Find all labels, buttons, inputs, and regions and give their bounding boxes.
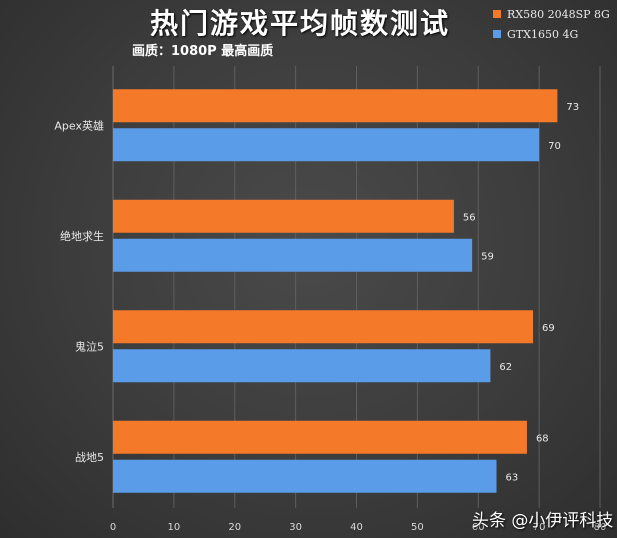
bar-s1-2 [113,310,534,344]
bar-s1-1 [113,199,454,233]
category-label-0: Apex英雄 [54,118,104,132]
x-tick-label-30: 30 [289,522,302,533]
bar-s2-2 [113,349,491,383]
legend-label-series-1: RX580 2048SP 8G [507,7,610,21]
bar-s1-3 [113,420,527,454]
legend-swatch-series-2 [493,30,501,38]
legend-item-series-1: RX580 2048SP 8G [493,4,610,24]
data-label-s2-0: 70 [548,141,561,152]
category-label-2: 鬼泣5 [75,339,104,353]
data-label-s1-2: 69 [542,323,555,334]
x-tick-label-40: 40 [350,522,363,533]
category-label-1: 绝地求生 [60,229,104,243]
category-label-3: 战地5 [75,451,104,464]
data-label-s2-2: 62 [499,362,512,373]
x-tick-label-10: 10 [168,522,181,533]
bar-s2-1 [113,238,473,272]
watermark: 头条 @小伊评科技 [472,511,614,531]
x-tick-label-80: 80 [594,522,607,533]
data-label-s1-1: 56 [463,212,476,223]
data-label-s2-3: 63 [506,472,519,483]
bar-s1-0 [113,89,558,123]
legend-swatch-series-1 [493,10,501,18]
x-tick-label-60: 60 [472,522,485,533]
data-label-s1-3: 68 [536,433,549,444]
legend-label-series-2: GTX1650 4G [507,27,579,41]
data-label-s1-0: 73 [566,102,579,113]
legend: RX580 2048SP 8G GTX1650 4G [493,4,610,44]
x-tick-label-0: 0 [110,522,116,533]
x-tick-label-70: 70 [533,522,546,533]
x-tick-label-20: 20 [228,522,241,533]
bar-s2-3 [113,459,497,493]
chart-subtitle: 画质：1080P 最高画质 [132,44,274,59]
data-label-s2-1: 59 [481,251,494,262]
chart-title: 热门游戏平均帧数测试 [150,7,451,40]
legend-item-series-2: GTX1650 4G [493,24,610,44]
bar-s2-0 [113,128,540,162]
x-tick-label-50: 50 [411,522,424,533]
